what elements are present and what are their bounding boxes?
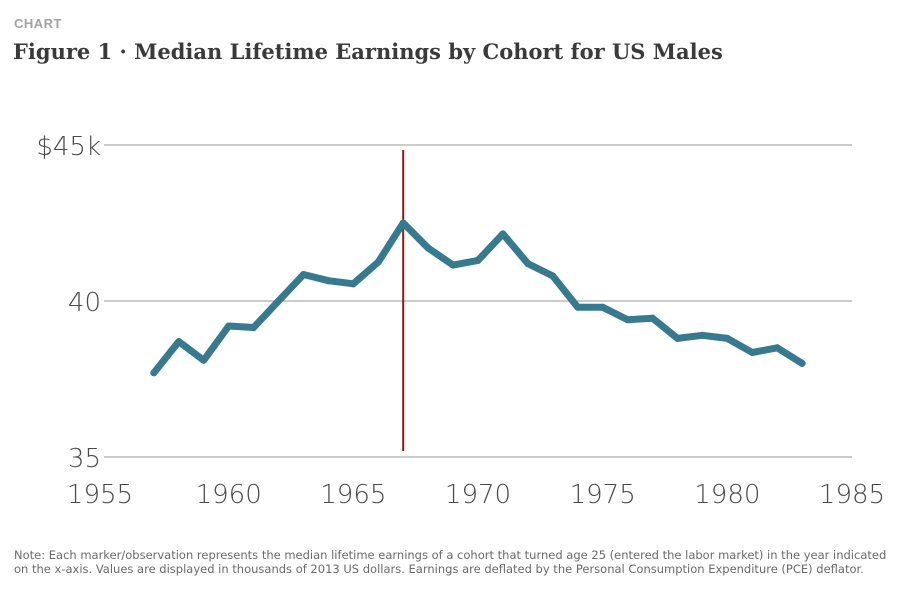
data-point-1961 (250, 324, 258, 332)
chart-kicker: CHART (14, 16, 62, 31)
data-point-1977 (649, 314, 657, 322)
data-point-1967 (399, 219, 407, 227)
data-point-1963 (299, 270, 307, 278)
gridlines (104, 144, 852, 458)
data-point-1966 (374, 258, 382, 266)
data-point-1957 (150, 369, 158, 377)
x-tick-label-1975: 1975 (570, 480, 636, 510)
y-tick-label-40: 40 (68, 288, 101, 318)
data-point-1972 (524, 260, 532, 268)
data-point-1969 (449, 261, 457, 269)
data-point-1976 (624, 316, 632, 324)
y-tick-label-35: 35 (68, 444, 101, 474)
y-tick-label-45: $45k (36, 132, 101, 162)
x-tick-label-1980: 1980 (694, 480, 760, 510)
x-tick-label-1960: 1960 (196, 480, 262, 510)
data-point-1960 (225, 322, 233, 330)
chart-title: Figure 1 · Median Lifetime Earnings by C… (13, 39, 723, 64)
data-point-1983 (798, 359, 806, 367)
data-point-1965 (349, 280, 357, 288)
data-point-1975 (599, 303, 607, 311)
data-point-1973 (549, 272, 557, 280)
data-point-1968 (424, 244, 432, 252)
data-point-1978 (673, 334, 681, 342)
data-point-1971 (499, 230, 507, 238)
data-point-1959 (200, 356, 208, 364)
data-point-1982 (773, 344, 781, 352)
x-tick-label-1955: 1955 (67, 480, 133, 510)
chart-note: Note: Each marker/observation represents… (14, 548, 887, 576)
line-chart: 35 40 $45k 1955 1960 1965 1970 1975 1980 1985 (36, 132, 885, 510)
data-point-1981 (748, 348, 756, 356)
data-point-1980 (723, 334, 731, 342)
x-tick-label-1970: 1970 (445, 480, 511, 510)
series-line-0 (150, 219, 806, 377)
data-point-1979 (698, 331, 706, 339)
data-point-1970 (474, 256, 482, 264)
data-point-1974 (574, 303, 582, 311)
series-group (150, 219, 806, 377)
data-point-1962 (275, 297, 283, 305)
x-axis-labels: 1955 1960 1965 1970 1975 1980 1985 (67, 480, 885, 510)
data-point-1964 (324, 277, 332, 285)
x-tick-label-1985: 1985 (819, 480, 885, 510)
data-point-1958 (175, 338, 183, 346)
y-axis-labels: 35 40 $45k (36, 132, 101, 474)
x-tick-label-1965: 1965 (320, 480, 386, 510)
